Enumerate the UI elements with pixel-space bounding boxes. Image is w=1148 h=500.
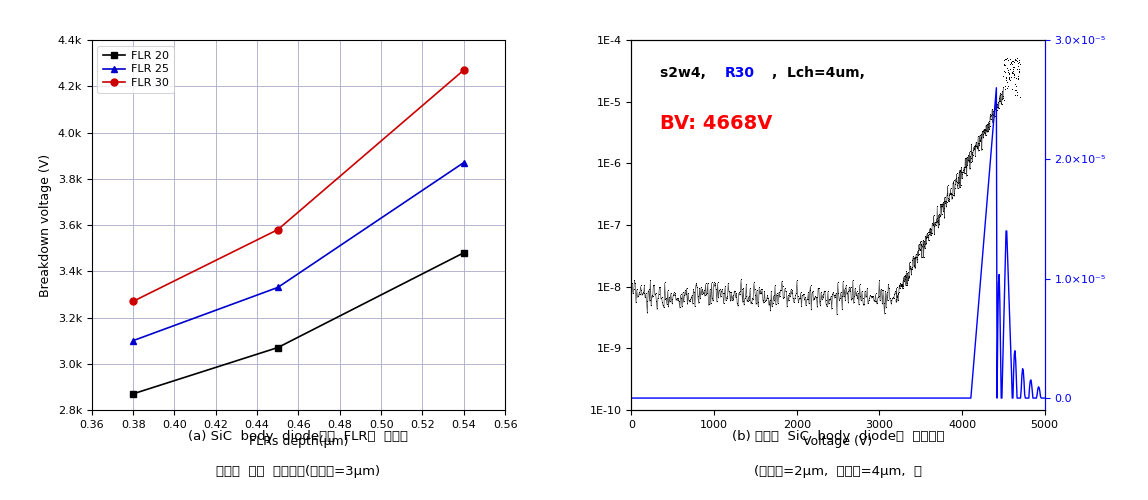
Text: BV: 4668V: BV: 4668V — [660, 114, 773, 133]
FLR 20 — [126, 391, 140, 397]
Legend: FLR 20, FLR 25, FLR 30: FLR 20, FLR 25, FLR 30 — [98, 46, 174, 94]
Text: ,  Lch=4um,: , Lch=4um, — [771, 66, 864, 80]
Text: s2w4,: s2w4, — [660, 66, 711, 80]
Line: FLR 20: FLR 20 — [130, 250, 467, 398]
Text: R30: R30 — [724, 66, 754, 80]
FLR 20 — [271, 344, 285, 350]
FLR 25 — [126, 338, 140, 344]
FLR 30 — [271, 226, 285, 232]
X-axis label: FLRs depth(μm): FLRs depth(μm) — [249, 436, 348, 448]
Line: FLR 25: FLR 25 — [130, 159, 467, 344]
FLR 30 — [126, 298, 140, 304]
FLR 25 — [271, 284, 285, 290]
FLR 30 — [457, 67, 471, 73]
Text: (b) 제작된  SiC  body  diode의  최고전압: (b) 제작된 SiC body diode의 최고전압 — [731, 430, 945, 443]
FLR 20 — [457, 250, 471, 256]
Text: (a) SiC  body  diode에서  FLR의  깊이와: (a) SiC body diode에서 FLR의 깊이와 — [188, 430, 409, 443]
FLR 25 — [457, 160, 471, 166]
X-axis label: Voltage (V): Voltage (V) — [804, 436, 872, 448]
Text: 개수에  따른  항복전압(링너비=3μm): 개수에 따른 항복전압(링너비=3μm) — [217, 465, 380, 478]
Y-axis label: Breakdown voltage (V): Breakdown voltage (V) — [39, 154, 52, 296]
Text: (링간격=2μm,  링너비=4μm,  링: (링간격=2μm, 링너비=4μm, 링 — [754, 465, 922, 478]
Line: FLR 30: FLR 30 — [130, 66, 467, 305]
